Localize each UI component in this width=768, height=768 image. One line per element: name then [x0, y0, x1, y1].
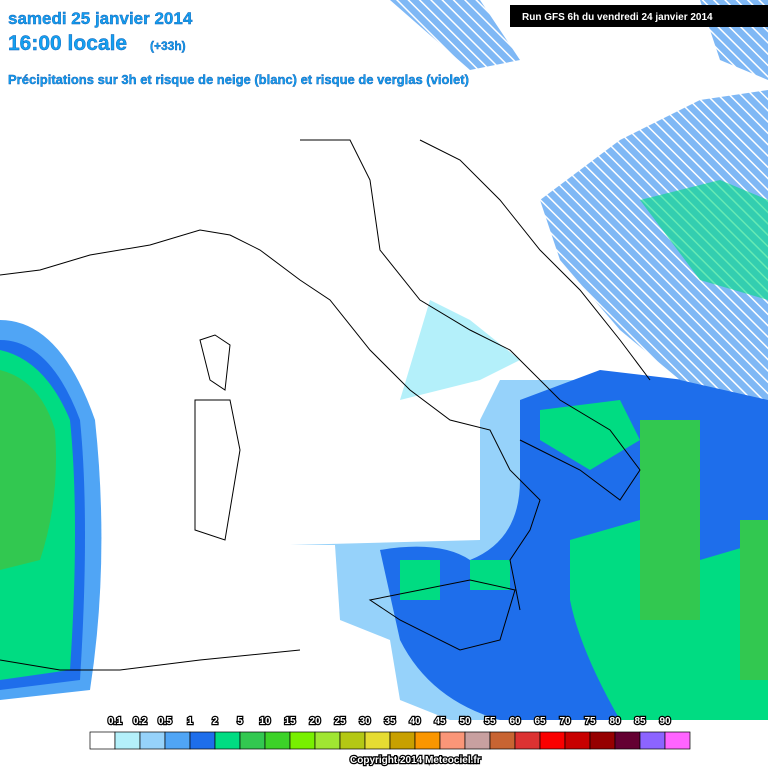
legend-label: 70	[559, 716, 571, 727]
legend-label: 40	[409, 716, 421, 727]
legend-label: 20	[309, 716, 321, 727]
legend-swatch	[464, 731, 491, 750]
legend-swatch	[364, 731, 391, 750]
legend-label: 45	[434, 716, 446, 727]
legend-label: 35	[384, 716, 396, 727]
time: 16:00 locale	[8, 32, 127, 55]
legend-swatch	[614, 731, 641, 750]
legend-label: 65	[534, 716, 546, 727]
copyright: Copyright 2014 Meteociel.fr	[350, 755, 481, 766]
legend-label: 15	[284, 716, 296, 727]
run-info: Run GFS 6h du vendredi 24 janvier 2014	[522, 12, 713, 23]
description: Précipitations sur 3h et risque de neige…	[8, 72, 469, 87]
legend-label: 30	[359, 716, 371, 727]
legend-swatch	[89, 731, 116, 750]
legend-label: 5	[237, 716, 243, 727]
legend: 0.1 0.2 0.5 1 2 5 10 15 20 25 30 35 40 45 50 55 60 65 70 75…	[89, 715, 691, 750]
legend-swatch	[439, 731, 466, 750]
legend-label: 0.5	[158, 716, 172, 727]
legend-swatch	[514, 731, 541, 750]
legend-swatch	[664, 731, 691, 750]
run-box	[510, 5, 768, 27]
legend-label: 80	[609, 716, 621, 727]
legend-swatch	[339, 731, 366, 750]
legend-swatch	[214, 731, 241, 750]
legend-label: 25	[334, 716, 346, 727]
legend-swatch	[189, 731, 216, 750]
legend-swatch	[239, 731, 266, 750]
legend-swatch	[589, 731, 616, 750]
legend-label: 55	[484, 716, 496, 727]
legend-label: 60	[509, 716, 521, 727]
legend-label: 0.2	[133, 716, 147, 727]
legend-swatch	[139, 731, 166, 750]
legend-label: 90	[659, 716, 671, 727]
precipitation	[0, 0, 768, 720]
legend-swatch	[164, 731, 191, 750]
legend-swatch	[564, 731, 591, 750]
legend-label: 0.1	[108, 716, 122, 727]
legend-label: 85	[634, 716, 646, 727]
legend-label: 10	[259, 716, 271, 727]
legend-label: 1	[187, 716, 193, 727]
legend-swatch	[639, 731, 666, 750]
legend-label: 50	[459, 716, 471, 727]
legend-swatch	[289, 731, 316, 750]
legend-label: 75	[584, 716, 596, 727]
legend-swatch	[539, 731, 566, 750]
forecast-offset: (+33h)	[150, 39, 186, 53]
legend-swatch	[489, 731, 516, 750]
date: samedi 25 janvier 2014	[8, 9, 193, 28]
legend-label: 2	[212, 716, 218, 727]
coastlines	[0, 139, 651, 671]
legend-swatch	[314, 731, 341, 750]
legend-swatch	[414, 731, 441, 750]
legend-swatch	[114, 731, 141, 750]
legend-swatch	[264, 731, 291, 750]
legend-swatch	[389, 731, 416, 750]
